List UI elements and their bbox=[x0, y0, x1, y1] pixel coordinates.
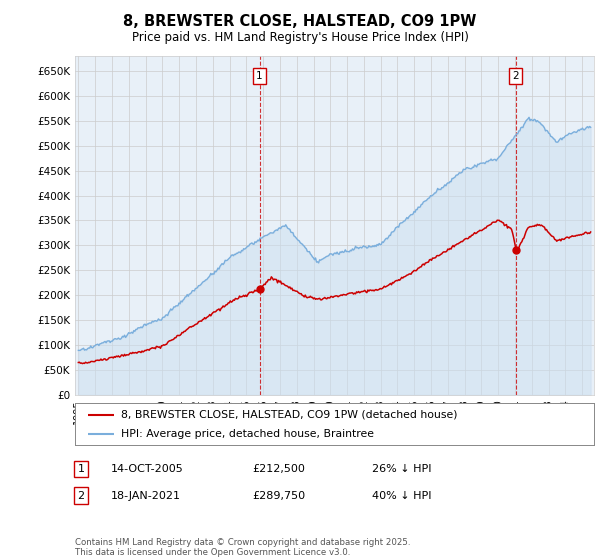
Text: 26% ↓ HPI: 26% ↓ HPI bbox=[372, 464, 431, 474]
Text: 18-JAN-2021: 18-JAN-2021 bbox=[111, 491, 181, 501]
Text: 2: 2 bbox=[512, 71, 519, 81]
Text: Price paid vs. HM Land Registry's House Price Index (HPI): Price paid vs. HM Land Registry's House … bbox=[131, 31, 469, 44]
Text: 1: 1 bbox=[256, 71, 263, 81]
Text: £212,500: £212,500 bbox=[252, 464, 305, 474]
Text: 14-OCT-2005: 14-OCT-2005 bbox=[111, 464, 184, 474]
Text: 1: 1 bbox=[77, 464, 85, 474]
Text: 8, BREWSTER CLOSE, HALSTEAD, CO9 1PW: 8, BREWSTER CLOSE, HALSTEAD, CO9 1PW bbox=[124, 14, 476, 29]
Text: Contains HM Land Registry data © Crown copyright and database right 2025.
This d: Contains HM Land Registry data © Crown c… bbox=[75, 538, 410, 557]
Text: £289,750: £289,750 bbox=[252, 491, 305, 501]
Text: HPI: Average price, detached house, Braintree: HPI: Average price, detached house, Brai… bbox=[121, 429, 374, 439]
Text: 2: 2 bbox=[77, 491, 85, 501]
Text: 40% ↓ HPI: 40% ↓ HPI bbox=[372, 491, 431, 501]
Text: 8, BREWSTER CLOSE, HALSTEAD, CO9 1PW (detached house): 8, BREWSTER CLOSE, HALSTEAD, CO9 1PW (de… bbox=[121, 409, 457, 419]
